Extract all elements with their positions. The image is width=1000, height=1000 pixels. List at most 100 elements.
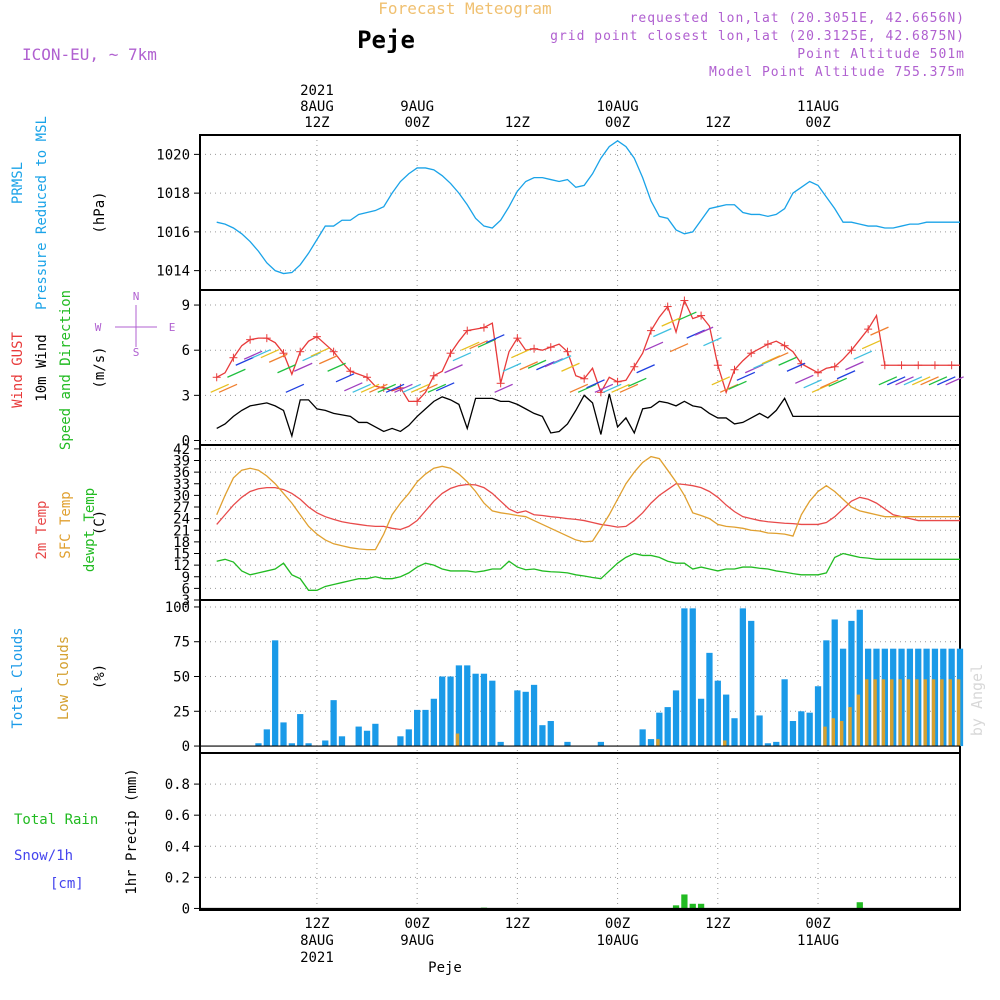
wind-direction-arrow (469, 340, 488, 350)
gust-marker (479, 323, 488, 332)
bar-low-clouds (656, 739, 660, 747)
wind-direction-arrow (795, 374, 814, 384)
gust-marker (914, 361, 923, 370)
bar-total-clouds (255, 743, 262, 747)
ytick-label: 21 (173, 523, 190, 539)
bar-total-clouds (806, 712, 813, 747)
panel-frame (199, 289, 961, 446)
bar-low-clouds (873, 679, 877, 747)
wind-direction-arrow (594, 383, 614, 393)
temp-legend-sfc: SFC Temp (58, 491, 74, 558)
wind-direction-arrow (494, 383, 513, 393)
wind-direction-arrow (577, 383, 597, 393)
bar-total-clouds (514, 690, 521, 747)
gust-marker (930, 361, 939, 370)
wind-direction-arrow (828, 377, 847, 387)
bar-total-clouds (497, 741, 504, 747)
ytick-label: 0 (182, 901, 190, 917)
ytick-label: 27 (173, 500, 190, 516)
gust-marker (697, 311, 706, 320)
ytick-label: 3 (182, 593, 190, 609)
bar-total-clouds (823, 640, 830, 747)
wind-direction-arrow (310, 347, 330, 357)
compass-n: N (133, 290, 140, 303)
gust-marker (847, 346, 856, 355)
ytick-label: 1016 (156, 225, 190, 241)
wind-direction-arrow (861, 340, 881, 350)
bar-total-clouds (647, 739, 655, 747)
gust-marker (346, 367, 355, 376)
bar-total-clouds (798, 711, 805, 747)
gust-marker (212, 373, 221, 382)
gust-marker (262, 334, 271, 343)
wind-direction-arrow (435, 382, 455, 392)
wind-direction-arrow (778, 356, 797, 366)
model-altitude: Model Point Altitude 755.375m (709, 65, 965, 80)
bar-low-clouds (940, 679, 944, 747)
wind-direction-arrow (619, 383, 639, 393)
bar-low-clouds (723, 740, 727, 747)
bar-low-clouds (823, 726, 827, 747)
wind-direction-arrow (410, 383, 430, 393)
wind-direction-arrow (385, 383, 405, 393)
wind-direction-arrow (252, 349, 271, 359)
bar-rain (697, 903, 705, 909)
bar-total-clouds (530, 684, 538, 747)
ytick-label: 0.4 (165, 839, 190, 855)
gust-marker (446, 349, 455, 358)
wind-direction-arrow (477, 338, 497, 348)
gust-marker (780, 341, 789, 350)
wind-direction-arrow (870, 326, 889, 336)
bar-total-clouds (338, 736, 346, 747)
bar-low-clouds (931, 679, 936, 747)
bar-total-clouds (288, 743, 295, 747)
time-label-bottom: 2021 (300, 950, 334, 966)
time-label-top: 2021 (300, 83, 334, 99)
wind-direction-arrow (519, 361, 538, 371)
bar-total-clouds (831, 619, 838, 747)
gust-marker (680, 296, 689, 305)
panel-clouds: 0 25 50 75 100 (%) (92, 599, 964, 755)
bar-rain (856, 902, 863, 909)
gust-marker (463, 326, 472, 335)
ytick-label: 0.2 (165, 870, 190, 886)
wind-direction-arrow (628, 377, 647, 387)
bar-low-clouds (890, 679, 894, 747)
gust-marker (513, 334, 522, 343)
gust-marker (864, 325, 873, 334)
gust-marker (546, 343, 555, 352)
panel-precip: 0 0.2 0.4 0.6 0.8 1hr Precip (mm) (124, 752, 961, 917)
time-label-top: 00Z (605, 115, 630, 131)
ytick-label: 3 (182, 388, 190, 404)
gust-marker (246, 335, 255, 344)
bar-low-clouds (865, 679, 869, 747)
wind-direction-arrow (394, 383, 413, 393)
time-label-bottom: 12Z (505, 916, 530, 932)
bar-total-clouds (489, 680, 496, 747)
bar-total-clouds (422, 709, 429, 747)
panel-wind: 0 3 6 9 (m/s) N S W E (92, 289, 964, 449)
wind-direction-arrow (344, 382, 363, 392)
wind-legend-10m: 10m Wind (34, 334, 50, 401)
ytick-label: 6 (182, 343, 190, 359)
bar-low-clouds (848, 707, 852, 747)
wind-direction-arrow (302, 352, 321, 362)
wind-direction-arrow (845, 361, 864, 371)
gust-marker (713, 361, 722, 370)
bar-total-clouds (848, 620, 855, 747)
wind-direction-arrow (377, 383, 397, 393)
wind-direction-arrow (937, 376, 956, 386)
time-label-top: 9AUG (400, 99, 434, 115)
wind-direction-arrow (285, 383, 305, 393)
series-line-sfc-temp (216, 455, 960, 551)
ytick-label: 33 (173, 477, 190, 493)
wind-direction-arrow (260, 349, 280, 359)
compass-w: W (95, 321, 102, 334)
wind-direction-arrow (836, 370, 856, 380)
wind-direction-arrow (586, 379, 605, 389)
ytick-label: 75 (173, 635, 190, 651)
gust-marker (730, 365, 739, 374)
compass-legend: N S W E (95, 290, 176, 359)
grid-point-coords: grid point closest lon,lat (20.3125E, 42… (550, 29, 965, 44)
wind-direction-arrow (452, 352, 472, 362)
